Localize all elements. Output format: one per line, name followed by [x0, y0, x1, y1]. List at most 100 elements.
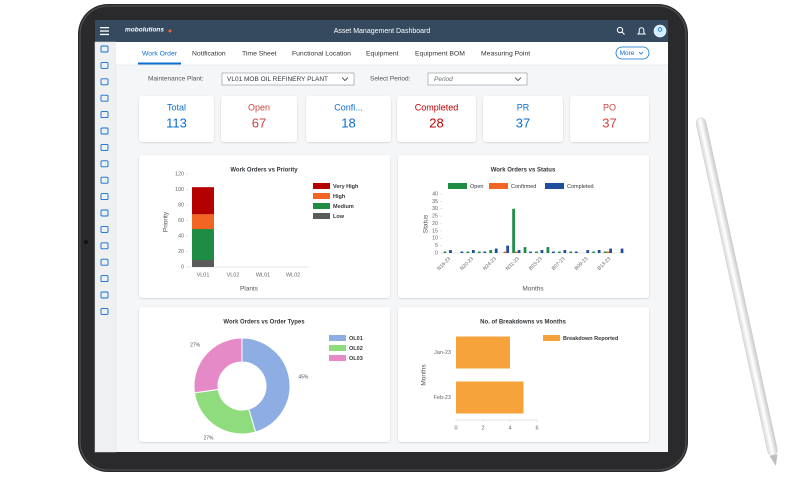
menu-button[interactable] [100, 27, 109, 36]
x-tick-label: 0 [454, 425, 457, 431]
menu-line [100, 27, 109, 29]
stylus [695, 117, 778, 466]
sidebar-icon[interactable] [100, 242, 109, 250]
kpi-tile[interactable] [483, 96, 563, 142]
bar [546, 247, 550, 253]
kpi-tile[interactable] [221, 96, 297, 142]
kpi-tile[interactable] [397, 96, 476, 142]
bar [471, 250, 475, 253]
y-axis-label: Months [421, 364, 428, 386]
kpi-label: PO [603, 102, 616, 112]
sidebar-icon[interactable] [100, 94, 109, 102]
tab[interactable]: Measuring Point [481, 50, 530, 57]
legend-label: High [333, 194, 346, 200]
pie-slice [241, 337, 291, 433]
kpi-value: 28 [429, 115, 443, 130]
y-tick-label: 25 [432, 214, 438, 220]
legend-label: OL03 [349, 356, 363, 362]
x-tick-label: WL01 [256, 272, 270, 278]
kpi-label: Total [167, 102, 186, 112]
kpi-tile[interactable] [306, 96, 391, 142]
tab[interactable]: Equipment BOM [415, 50, 465, 57]
x-tick-label: 4 [508, 425, 511, 431]
chart-title: Work Orders vs Order Types [223, 320, 305, 326]
logo: mobolutions [125, 27, 164, 34]
more-button[interactable]: More [615, 46, 650, 60]
search-icon-handle [621, 31, 625, 35]
legend-swatch [543, 335, 560, 341]
legend-label: Very High [333, 184, 359, 190]
plant-select[interactable]: VL01 MOB OIL REFINERY PLANT [221, 72, 355, 86]
sidebar-icon[interactable] [100, 258, 109, 266]
tab[interactable]: Time Sheet [242, 50, 277, 57]
sidebar-icon[interactable] [100, 143, 109, 151]
bar [535, 251, 538, 253]
sidebar-icon[interactable] [100, 78, 109, 86]
legend-label: Completed [567, 184, 594, 190]
bar [506, 245, 510, 253]
legend-swatch [313, 213, 330, 219]
kpi-value: 37 [602, 115, 616, 130]
bar [456, 336, 510, 369]
sidebar-icon[interactable] [100, 160, 109, 168]
bar [466, 251, 470, 253]
tab[interactable]: Notification [192, 50, 226, 57]
sidebar-icon[interactable] [100, 209, 109, 217]
chart-title: No. of Breakdowns vs Months [480, 320, 566, 326]
chart-title: Work Orders vs Status [491, 168, 556, 174]
tab-bar [116, 42, 668, 65]
sidebar-icon[interactable] [100, 193, 109, 201]
camera [84, 240, 88, 244]
period-select[interactable]: Period [427, 72, 528, 86]
plant-select-chevron [341, 77, 349, 82]
y-tick-label: 35 [432, 199, 438, 205]
legend-swatch [313, 193, 330, 199]
sidebar-icon[interactable] [100, 61, 109, 69]
legend-swatch [545, 183, 564, 189]
legend-label: Confirmed [511, 184, 536, 190]
kpi-label: Open [248, 102, 270, 112]
bar [529, 251, 532, 253]
bar [494, 248, 498, 253]
period-label: Select Period: [370, 76, 411, 83]
tab[interactable]: Equipment [366, 50, 399, 57]
legend-swatch [448, 183, 467, 189]
sidebar-icon[interactable] [100, 275, 109, 283]
kpi-tile[interactable] [570, 96, 649, 142]
y-tick-label: 30 [432, 206, 438, 212]
bar [597, 250, 601, 253]
bar [569, 251, 573, 253]
sidebar-icon[interactable] [100, 111, 109, 119]
kpi-label: Completed [415, 102, 459, 112]
sidebar-icon[interactable] [100, 45, 109, 53]
sidebar-icon[interactable] [100, 307, 109, 315]
search-button[interactable] [616, 26, 625, 35]
sidebar-icon[interactable] [100, 225, 109, 233]
y-tick-label: 60 [178, 218, 184, 224]
sidebar-icon[interactable] [100, 127, 109, 135]
more-button-label: More [620, 50, 635, 57]
menu-line [100, 30, 109, 32]
x-tick-label: 6 [535, 425, 538, 431]
bar [477, 251, 481, 253]
y-tick-label: 0 [181, 264, 184, 270]
sidebar-icon[interactable] [100, 291, 109, 299]
tab[interactable]: Work Order [142, 50, 178, 57]
bar [540, 250, 544, 253]
search-icon [616, 26, 624, 34]
kpi-tile[interactable] [139, 96, 214, 142]
slice-label: 27% [203, 435, 214, 441]
chart-card [398, 307, 649, 442]
period-select-placeholder: Period [434, 76, 453, 83]
y-tick-label: 40 [178, 233, 184, 239]
legend-label: OL02 [349, 346, 363, 352]
sidebar-icon[interactable] [100, 176, 109, 184]
bar [489, 250, 493, 253]
notification-button[interactable] [636, 27, 647, 35]
tab[interactable]: Functional Location [292, 50, 351, 57]
y-tick-label: 40 [432, 191, 438, 197]
y-tick-label: 120 [175, 171, 184, 177]
period-select-chevron [514, 77, 522, 82]
bar [586, 250, 590, 253]
